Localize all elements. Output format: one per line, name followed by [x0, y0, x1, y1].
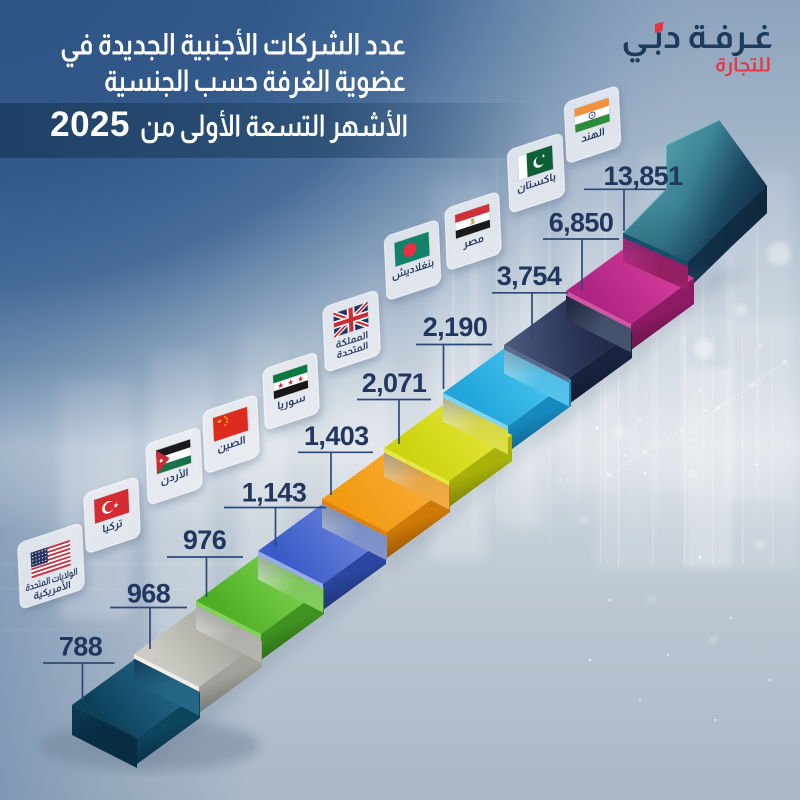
svg-text:13,851: 13,851 — [604, 161, 684, 191]
svg-text:2025: 2025 — [50, 105, 130, 144]
svg-text:1,403: 1,403 — [304, 421, 369, 451]
svg-text:968: 968 — [127, 579, 171, 609]
svg-text:976: 976 — [183, 525, 227, 555]
svg-text:2,071: 2,071 — [362, 368, 427, 398]
svg-text:2,190: 2,190 — [423, 312, 488, 342]
svg-text:6,850: 6,850 — [549, 208, 614, 238]
svg-text:788: 788 — [59, 632, 103, 662]
svg-text:3,754: 3,754 — [497, 261, 562, 291]
svg-text:1,143: 1,143 — [242, 478, 307, 508]
